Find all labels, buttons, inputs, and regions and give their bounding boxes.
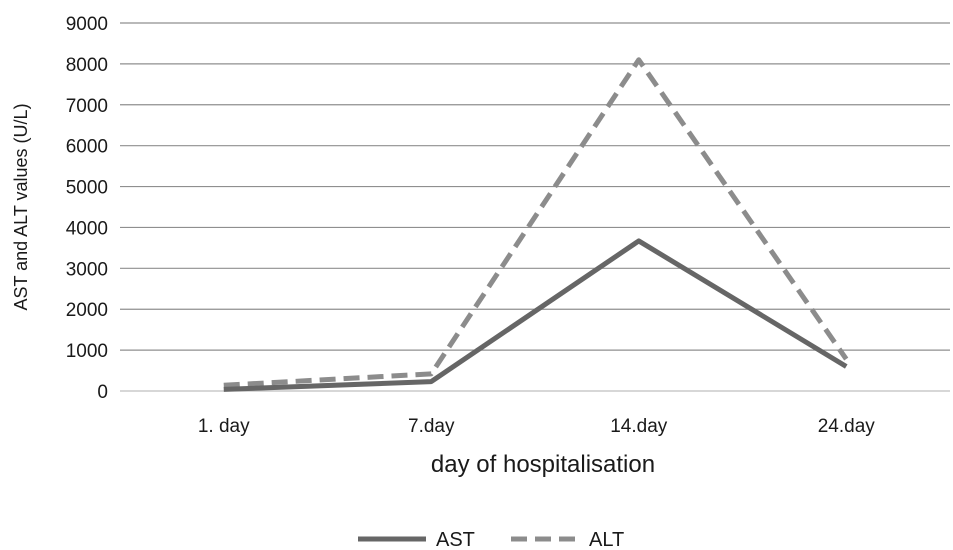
- y-tick-label: 6000: [66, 137, 108, 158]
- gridlines: [120, 22, 950, 392]
- y-tick-label: 3000: [66, 259, 108, 280]
- y-tick-label: 2000: [66, 300, 108, 321]
- series-line-ast: [223, 238, 848, 392]
- x-axis-title: day of hospitalisation: [431, 451, 655, 478]
- y-tick-label: 9000: [66, 14, 108, 35]
- y-tick-label: 4000: [66, 218, 108, 239]
- x-tick-label: 24.day: [818, 416, 876, 437]
- x-tick-label: 14.day: [610, 416, 668, 437]
- y-axis-title: AST and ALT values (U/L): [11, 103, 31, 310]
- y-axis-tick-labels: 0 1000 2000 3000 4000 5000 6000 7000 8000 9000: [66, 14, 108, 403]
- legend: AST ALT: [358, 529, 624, 550]
- y-tick-label: 5000: [66, 178, 108, 199]
- y-tick-label: 0: [97, 382, 108, 403]
- legend-label-ast: AST: [436, 529, 475, 550]
- x-tick-label: 1. day: [198, 416, 250, 437]
- x-tick-label: 7.day: [408, 416, 455, 437]
- y-tick-label: 1000: [66, 341, 108, 362]
- y-tick-label: 8000: [66, 55, 108, 76]
- series-lines: [223, 57, 849, 392]
- y-tick-label: 7000: [66, 96, 108, 117]
- legend-label-alt: ALT: [589, 529, 624, 550]
- x-axis-tick-labels: 1. day 7.day 14.day 24.day: [198, 416, 875, 437]
- series-line-alt: [223, 57, 849, 388]
